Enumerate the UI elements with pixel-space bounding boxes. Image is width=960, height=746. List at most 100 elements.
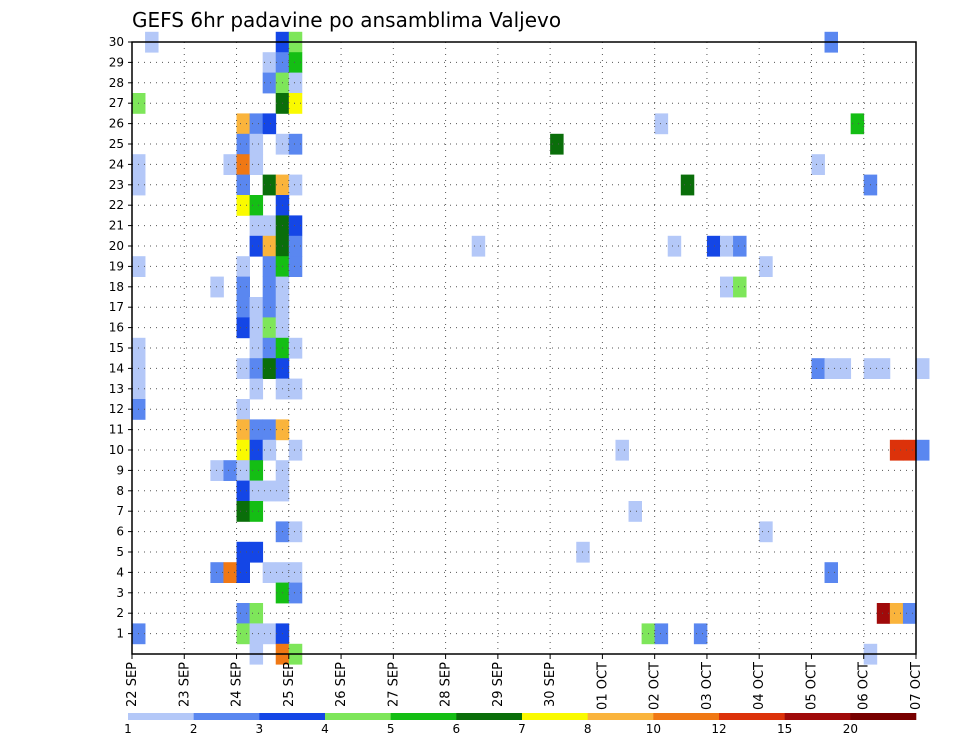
colorbar-segment bbox=[325, 713, 391, 720]
y-tick-label: 4 bbox=[116, 565, 124, 579]
heatmap-cell bbox=[916, 358, 930, 379]
heatmap-cell bbox=[837, 358, 852, 379]
heatmap-cell bbox=[576, 541, 590, 563]
heatmap-cell bbox=[236, 276, 250, 298]
y-tick-label: 29 bbox=[109, 55, 124, 69]
heatmap-cell bbox=[210, 460, 224, 481]
heatmap-cell bbox=[288, 562, 303, 583]
y-tick-label: 7 bbox=[116, 504, 124, 518]
colorbar-segment bbox=[193, 713, 260, 720]
heatmap-cell bbox=[759, 521, 773, 543]
heatmap-cell bbox=[236, 317, 250, 339]
heatmap-cell bbox=[249, 215, 264, 237]
heatmap-cell bbox=[210, 562, 224, 583]
heatmap-cell bbox=[236, 480, 250, 502]
x-tick-label: 24 SEP bbox=[230, 662, 245, 707]
heatmap-cell bbox=[262, 235, 277, 257]
y-tick-label: 10 bbox=[109, 443, 124, 457]
heatmap-cell bbox=[249, 460, 264, 481]
heatmap-cell bbox=[733, 235, 747, 257]
y-tick-label: 14 bbox=[109, 361, 124, 375]
heatmap-cell bbox=[236, 154, 250, 175]
y-tick-label: 11 bbox=[109, 423, 124, 437]
heatmap-cell bbox=[876, 603, 891, 624]
y-tick-label: 13 bbox=[109, 382, 124, 396]
colorbar-segment bbox=[456, 713, 523, 720]
heatmap-cell bbox=[288, 133, 303, 155]
heatmap-cell bbox=[249, 623, 264, 645]
heatmap-cell bbox=[288, 521, 303, 543]
heatmap-cell bbox=[693, 623, 708, 645]
heatmap-cell bbox=[550, 133, 564, 155]
heatmap-cell bbox=[824, 358, 838, 379]
y-tick-label: 6 bbox=[116, 525, 124, 539]
y-tick-label: 2 bbox=[116, 606, 124, 620]
colorbar-segment bbox=[128, 713, 194, 720]
heatmap-cell bbox=[236, 460, 250, 481]
colorbar-label: 5 bbox=[387, 722, 395, 736]
y-tick-label: 21 bbox=[109, 219, 124, 233]
heatmap-cell bbox=[236, 113, 250, 135]
x-tick-label: 07 OCT bbox=[909, 662, 924, 710]
colorbar-label: 2 bbox=[190, 722, 198, 736]
y-tick-label: 27 bbox=[109, 96, 124, 110]
heatmap-cell bbox=[262, 174, 277, 196]
heatmap-cell bbox=[262, 276, 277, 298]
heatmap-cell bbox=[916, 439, 930, 461]
heatmap-cell bbox=[236, 419, 250, 441]
colorbar-segment bbox=[850, 713, 917, 720]
y-tick-label: 15 bbox=[109, 341, 124, 355]
y-tick-label: 5 bbox=[116, 545, 124, 559]
heatmap-cell bbox=[262, 358, 277, 379]
heatmap-cell bbox=[288, 235, 303, 257]
heatmap-cell bbox=[628, 501, 642, 522]
heatmap-cell bbox=[249, 439, 264, 461]
heatmap-cell bbox=[249, 378, 264, 400]
heatmap-cell bbox=[236, 603, 250, 624]
y-tick-label: 30 bbox=[109, 35, 124, 49]
heatmap-cell bbox=[249, 235, 264, 257]
heatmap-cell bbox=[615, 439, 629, 461]
heatmap-cell bbox=[223, 154, 237, 175]
heatmap-cell bbox=[236, 297, 250, 318]
heatmap-cell bbox=[824, 562, 838, 583]
heatmap-cell bbox=[249, 133, 264, 155]
heatmap-cell bbox=[210, 276, 224, 298]
x-tick-label: 02 OCT bbox=[648, 662, 663, 710]
heatmap-cell bbox=[236, 439, 250, 461]
heatmap-cell bbox=[667, 235, 682, 257]
grid-lines bbox=[132, 41, 916, 654]
colorbar-segment bbox=[390, 713, 457, 720]
colorbar-label: 8 bbox=[584, 722, 592, 736]
heatmap-cell bbox=[850, 113, 865, 135]
colorbar-segment bbox=[587, 713, 654, 720]
heatmap-cell bbox=[288, 378, 303, 400]
heatmap-cell bbox=[236, 623, 250, 645]
heatmap-cell bbox=[262, 113, 277, 135]
heatmap-cell bbox=[223, 460, 237, 481]
y-tick-label: 9 bbox=[116, 463, 124, 477]
heatmap-cell bbox=[249, 317, 264, 339]
colorbar-label: 10 bbox=[646, 722, 661, 736]
heatmap-cell bbox=[249, 480, 264, 502]
heatmap-cell bbox=[876, 358, 891, 379]
heatmap-cell bbox=[249, 297, 264, 318]
heatmap-cell bbox=[288, 93, 303, 114]
heatmap-cell bbox=[262, 256, 277, 277]
axes: 1234567891011121314151617181920212223242… bbox=[109, 35, 924, 710]
heatmap-cell bbox=[223, 562, 237, 583]
heatmap-cell bbox=[288, 582, 303, 604]
heatmap-cell bbox=[902, 603, 917, 624]
heatmap-cell bbox=[262, 297, 277, 318]
x-tick-label: 27 SEP bbox=[386, 662, 401, 707]
colorbar-label: 20 bbox=[843, 722, 858, 736]
colorbar-label: 3 bbox=[256, 722, 264, 736]
heatmap-cell bbox=[236, 541, 250, 563]
colorbar-label: 15 bbox=[777, 722, 792, 736]
y-tick-label: 17 bbox=[109, 300, 124, 314]
colorbar-segment bbox=[784, 713, 851, 720]
heatmap-cell bbox=[262, 215, 277, 237]
heatmap-cell bbox=[236, 174, 250, 196]
heatmap-cell bbox=[236, 133, 250, 155]
